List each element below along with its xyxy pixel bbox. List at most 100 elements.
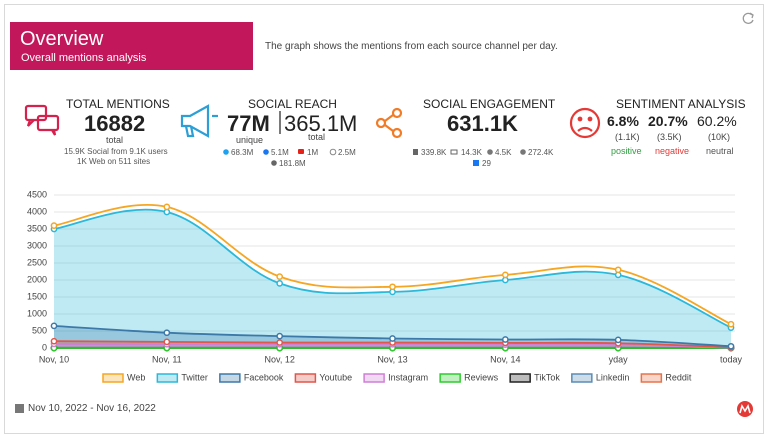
- header-box: [10, 22, 253, 70]
- kpi-value: 16882: [84, 111, 146, 136]
- header-description: The graph shows the mentions from each s…: [265, 41, 558, 52]
- point-marker: [276, 273, 284, 280]
- point-marker: [50, 337, 58, 345]
- legend-swatch: [219, 373, 241, 383]
- point-marker: [163, 329, 171, 337]
- legend-swatch: [102, 373, 124, 383]
- point-marker: [389, 283, 396, 291]
- source-value: 5.1M: [271, 148, 289, 157]
- y-tick-label: 3000: [27, 240, 47, 250]
- sentiment-count: (3.5K): [657, 132, 682, 142]
- kpi-label: TOTAL MENTIONS: [66, 97, 170, 111]
- sentiment-count: (10K): [708, 132, 731, 142]
- x-tick-label: Nov, 11: [152, 354, 182, 364]
- header-subtitle: Overall mentions analysis: [21, 52, 147, 64]
- point-marker: [163, 203, 171, 211]
- legend-swatch: [439, 373, 461, 383]
- x-tick-label: yday: [609, 354, 629, 364]
- legend-swatch: [571, 373, 593, 383]
- source-icons: [15, 148, 526, 413]
- legend-label: TikTok: [534, 372, 560, 382]
- area: [54, 209, 731, 348]
- sentiment-name: positive: [611, 146, 642, 156]
- y-tick-label: 500: [32, 325, 47, 335]
- kpi-detail: 1K Web on 511 sites: [77, 157, 151, 166]
- point-marker: [50, 222, 58, 229]
- sentiment-icon: [569, 107, 601, 139]
- legend-swatch: [509, 373, 531, 383]
- x-tick-label: Nov, 12: [264, 354, 294, 364]
- reach-icon: [180, 104, 218, 138]
- y-tick-label: 4500: [27, 189, 47, 199]
- card: [4, 4, 764, 434]
- y-tick-label: 4000: [27, 206, 47, 216]
- kpi-caption: total: [308, 132, 326, 142]
- sentiment-percent: 60.2%: [697, 113, 737, 129]
- point-marker: [614, 336, 622, 344]
- point-marker: [276, 332, 284, 340]
- legend-label: Youtube: [319, 372, 352, 382]
- legend-label: Twitter: [181, 372, 208, 382]
- source-value: 339.8K: [421, 148, 447, 157]
- legend-swatch: [156, 373, 179, 383]
- point-marker: [389, 335, 396, 342]
- x-tick-label: Nov, 13: [377, 354, 407, 364]
- source-value: 181.8M: [279, 159, 306, 168]
- kpi-label: SOCIAL ENGAGEMENT: [423, 97, 556, 111]
- legend-label: Linkedin: [596, 372, 630, 382]
- mentions-icon: [24, 104, 60, 136]
- engagement-icon: [375, 107, 403, 139]
- source-value: 4.5K: [495, 148, 512, 157]
- point-marker: [727, 320, 735, 328]
- logo: [737, 401, 753, 417]
- point-marker: [501, 336, 509, 343]
- y-tick-label: 0: [42, 342, 47, 352]
- point-marker: [501, 271, 509, 279]
- source-value: 29: [482, 159, 491, 168]
- source-value: 68.3M: [231, 148, 254, 157]
- y-tick-label: 2500: [27, 257, 47, 267]
- sentiment-count: (1.1K): [615, 132, 640, 142]
- point-marker: [163, 338, 171, 346]
- point-marker: [50, 322, 58, 330]
- y-tick-label: 3500: [27, 223, 47, 233]
- legend-label: Reviews: [464, 372, 499, 382]
- kpi-value: 365.1M: [284, 111, 358, 136]
- kpi-detail: 15.9K Social from 9.1K users: [64, 147, 168, 156]
- sentiment-percent: 20.7%: [648, 113, 688, 129]
- point-marker: [276, 280, 284, 287]
- sentiment-percent: 6.8%: [607, 113, 639, 129]
- header-title: Overview: [20, 28, 104, 50]
- y-tick-label: 2000: [27, 274, 47, 284]
- source-value: 1M: [307, 148, 319, 157]
- legend-label: Web: [127, 372, 145, 382]
- kpi-caption: unique: [236, 135, 264, 145]
- sentiment-name: neutral: [706, 146, 734, 156]
- point-marker: [276, 339, 284, 346]
- kpi-value: 77M: [227, 111, 270, 136]
- y-tick-label: 1500: [27, 291, 47, 301]
- x-tick-label: today: [720, 354, 743, 364]
- source-value: 2.5M: [338, 148, 356, 157]
- legend-label: Reddit: [665, 372, 692, 382]
- legend-swatch: [294, 373, 317, 383]
- legend-swatch: [363, 373, 385, 383]
- kpi-caption: total: [106, 135, 124, 145]
- point-marker: [614, 266, 622, 274]
- y-tick-label: 1000: [27, 308, 47, 318]
- date-range: Nov 10, 2022 - Nov 16, 2022: [28, 403, 156, 414]
- source-value: 14.3K: [461, 148, 482, 157]
- point-marker: [727, 342, 735, 350]
- kpi-value: 631.1K: [447, 111, 518, 136]
- legend-label: Instagram: [388, 372, 428, 382]
- x-tick-label: Nov, 14: [490, 354, 520, 364]
- source-value: 272.4K: [528, 148, 554, 157]
- sentiment-name: negative: [655, 146, 690, 156]
- chart: 0 500 1000 1500 2000 2500 3000 3500 4000 4500 Nov,…: [27, 189, 743, 383]
- legend-label: Facebook: [244, 372, 284, 382]
- x-tick-label: Nov, 10: [39, 354, 69, 364]
- legend-swatch: [640, 373, 663, 383]
- kpi-label: SOCIAL REACH: [248, 97, 337, 111]
